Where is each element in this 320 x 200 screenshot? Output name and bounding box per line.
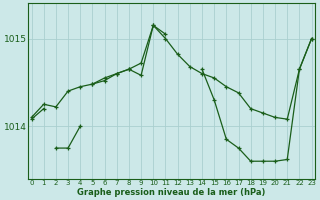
X-axis label: Graphe pression niveau de la mer (hPa): Graphe pression niveau de la mer (hPa) (77, 188, 266, 197)
